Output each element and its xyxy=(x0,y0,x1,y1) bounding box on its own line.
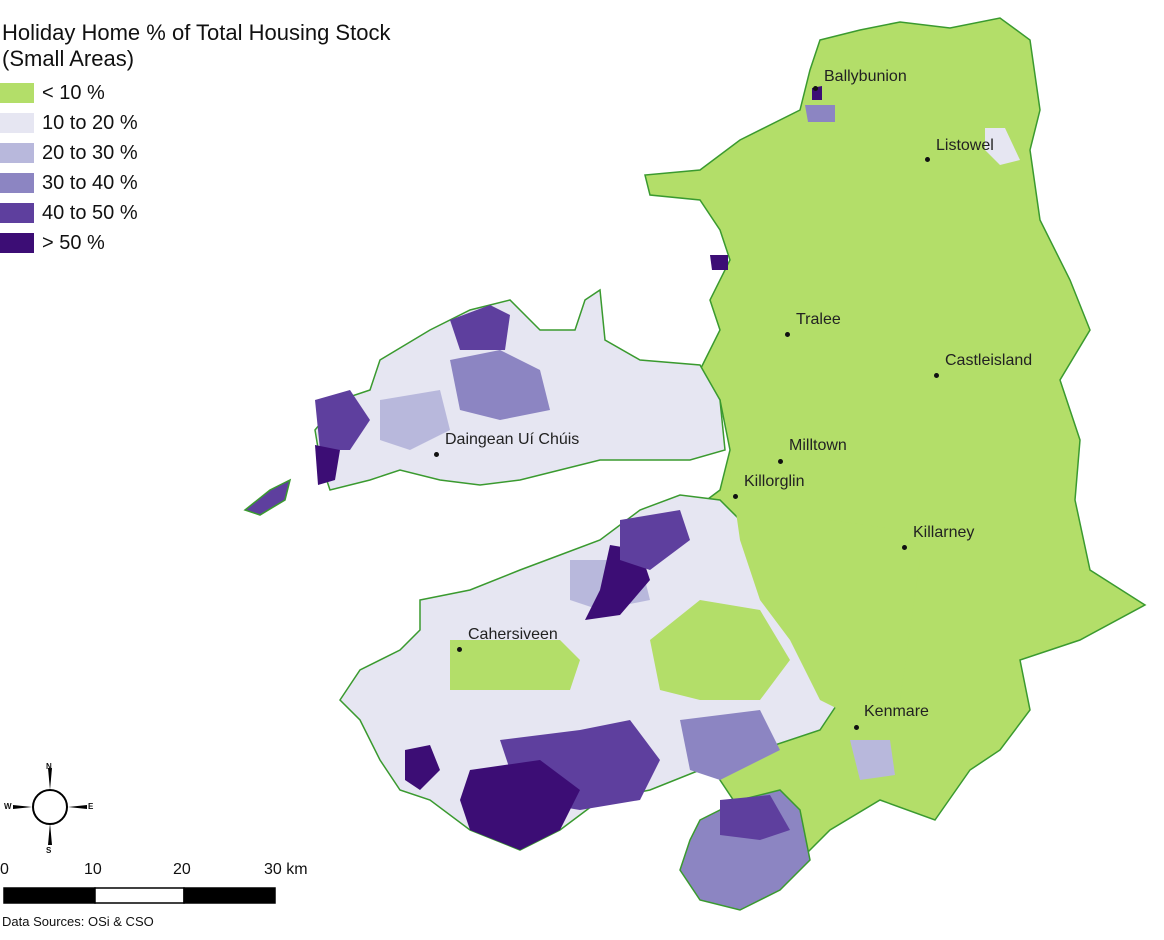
compass-arrow-n xyxy=(48,768,52,790)
patch-50-south xyxy=(460,760,580,850)
legend-item: 20 to 30 % xyxy=(0,138,138,168)
town-dot xyxy=(902,545,907,550)
legend-item: 30 to 40 % xyxy=(0,168,138,198)
scale-tick-20: 20 xyxy=(173,861,191,878)
patch-30-40-dingle xyxy=(450,350,550,420)
patch-40-50-west xyxy=(315,390,370,450)
legend-label: 20 to 30 % xyxy=(42,141,138,164)
town-label-castleisland: Castleisland xyxy=(945,352,1033,369)
legend-swatch xyxy=(0,143,34,163)
legend-swatch xyxy=(0,173,34,193)
legend-item: > 50 % xyxy=(0,228,138,258)
legend: < 10 % 10 to 20 % 20 to 30 % 30 to 40 % … xyxy=(0,78,138,258)
town-label-cahersiveen: Cahersiveen xyxy=(468,626,558,643)
legend-item: 40 to 50 % xyxy=(0,198,138,228)
scale-bar xyxy=(3,887,276,904)
town-label-tralee: Tralee xyxy=(796,311,841,328)
legend-swatch xyxy=(0,203,34,223)
town-label-kenmare: Kenmare xyxy=(864,703,929,720)
town-label-ballybunion: Ballybunion xyxy=(824,68,907,85)
legend-label: 10 to 20 % xyxy=(42,111,138,134)
legend-item: < 10 % xyxy=(0,78,138,108)
legend-item: 10 to 20 % xyxy=(0,108,138,138)
patch-20-30-kenmare xyxy=(850,740,895,780)
legend-swatch xyxy=(0,113,34,133)
town-dot xyxy=(934,373,939,378)
town-label-killarney: Killarney xyxy=(913,524,975,541)
patch-green-killorglin xyxy=(730,470,920,720)
town-dot xyxy=(778,459,783,464)
scale-tick-10: 10 xyxy=(84,861,102,878)
class-patches xyxy=(315,86,1020,850)
patch-30-40-brandon xyxy=(450,305,510,350)
map-title-line1: Holiday Home % of Total Housing Stock xyxy=(2,20,391,45)
town-dot xyxy=(457,647,462,652)
town-dot xyxy=(785,332,790,337)
town-dot xyxy=(434,452,439,457)
compass-arrow-e xyxy=(68,805,87,809)
town-label-listowel: Listowel xyxy=(936,137,994,154)
legend-label: > 50 % xyxy=(42,231,105,254)
patch-green-iveragh-mid xyxy=(650,600,790,700)
data-source: Data Sources: OSi & CSO xyxy=(2,914,154,929)
compass-rose xyxy=(13,768,87,845)
scale-tick-0: 0 xyxy=(0,861,9,878)
compass-arrow-w xyxy=(13,805,32,809)
legend-label: < 10 % xyxy=(42,81,105,104)
patch-50-fenit xyxy=(710,255,728,270)
map-title: Holiday Home % of Total Housing Stock (S… xyxy=(2,20,390,72)
map-title-line2: (Small Areas) xyxy=(2,46,135,71)
compass-w: W xyxy=(4,802,12,811)
scale-tick-30: 30 km xyxy=(264,861,308,878)
patch-30-40-south xyxy=(680,710,780,780)
region-blasket xyxy=(243,478,292,516)
patch-20-30-dingle xyxy=(380,390,450,450)
patch-40-50-beara xyxy=(720,795,790,840)
patch-10-20-listowel xyxy=(985,128,1020,165)
compass-n: N xyxy=(46,762,52,771)
town-dot xyxy=(854,725,859,730)
town-label-daingean: Daingean Uí Chúis xyxy=(445,431,580,448)
compass-ring xyxy=(32,789,68,825)
patch-30-40-ballybunion xyxy=(805,105,835,122)
patch-40-50-north-iveragh xyxy=(620,510,690,570)
patch-50-ballinskelligs xyxy=(405,745,440,790)
legend-swatch xyxy=(0,83,34,103)
town-dot xyxy=(813,86,818,91)
patch-green-cahersiveen xyxy=(450,640,580,690)
compass-e: E xyxy=(88,802,94,811)
town-dot xyxy=(925,157,930,162)
patch-50-west xyxy=(315,445,340,485)
town-label-killorglin: Killorglin xyxy=(744,473,805,490)
town-dot xyxy=(733,494,738,499)
compass-arrow-s xyxy=(48,823,52,845)
compass-s: S xyxy=(46,846,52,855)
legend-label: 30 to 40 % xyxy=(42,171,138,194)
legend-label: 40 to 50 % xyxy=(42,201,138,224)
town-label-milltown: Milltown xyxy=(789,437,847,454)
legend-swatch xyxy=(0,233,34,253)
